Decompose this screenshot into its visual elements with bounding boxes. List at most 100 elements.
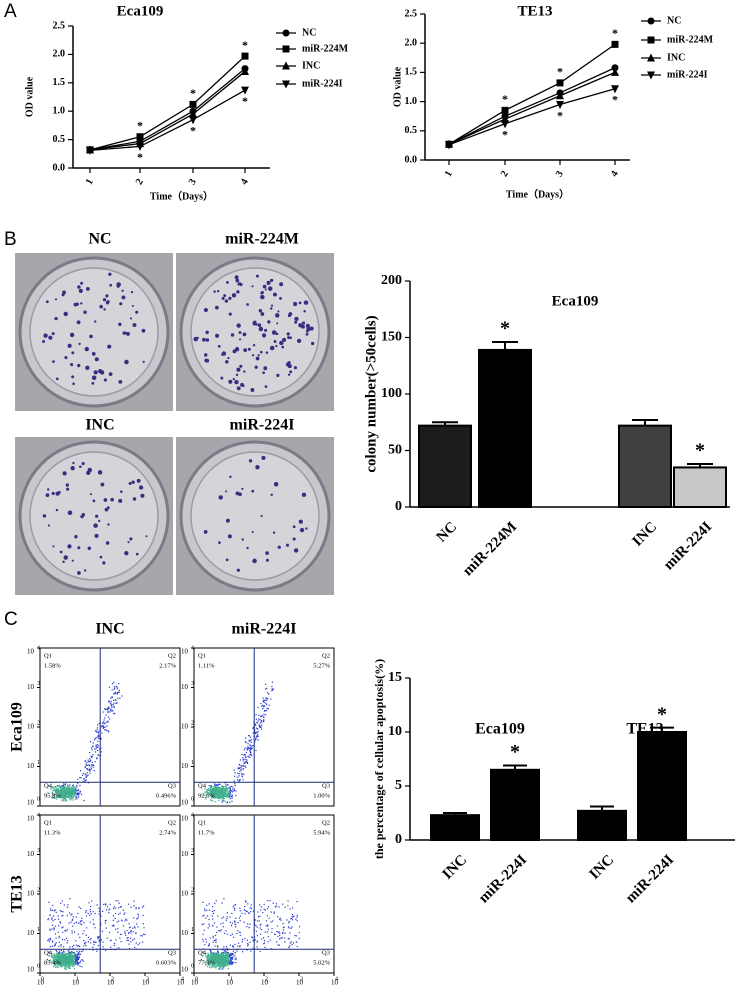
event-dot [79, 951, 80, 952]
event-dot [229, 964, 230, 965]
event-dot [275, 906, 276, 907]
colony [139, 485, 143, 489]
event-dot [292, 914, 293, 915]
axis-exponent: 3 [300, 976, 303, 982]
event-dot [255, 739, 256, 740]
event-dot [55, 926, 56, 927]
colony [303, 310, 305, 312]
event-dot [214, 903, 215, 904]
event-dot [217, 945, 218, 946]
event-dot [206, 956, 207, 957]
event-dot [260, 909, 261, 910]
event-dot [299, 926, 300, 927]
event-dot [69, 966, 70, 967]
colony [236, 368, 240, 372]
event-dot [208, 785, 209, 786]
event-dot [248, 747, 249, 748]
y-tick-label: 0.0 [53, 162, 66, 173]
event-dot [72, 960, 73, 961]
colony [80, 302, 82, 304]
event-dot [76, 951, 77, 952]
event-dot [236, 950, 237, 951]
event-dot [58, 946, 59, 947]
quadrant-name: Q1 [44, 652, 52, 659]
event-dot [223, 966, 224, 967]
event-dot [78, 962, 79, 963]
event-dot [102, 722, 103, 723]
colony [261, 515, 263, 517]
colony [131, 481, 134, 484]
axis-base: 10 [27, 762, 35, 770]
event-dot [72, 962, 73, 963]
event-dot [215, 797, 216, 798]
event-dot [244, 749, 245, 750]
colony [129, 537, 132, 540]
event-dot [59, 785, 60, 786]
colony [109, 372, 113, 376]
event-dot [263, 714, 264, 715]
event-dot [104, 719, 105, 720]
column-label: INC [95, 621, 124, 638]
event-dot [291, 941, 292, 942]
event-dot [86, 762, 87, 763]
event-dot [119, 913, 120, 914]
event-dot [108, 700, 109, 701]
event-dot [203, 923, 204, 924]
colony [54, 317, 57, 320]
event-dot [215, 801, 216, 802]
colony [243, 348, 247, 352]
event-dot [234, 905, 235, 906]
event-dot [202, 924, 203, 925]
event-dot [227, 912, 228, 913]
colony [289, 312, 293, 316]
event-dot [226, 785, 227, 786]
colony [279, 282, 283, 286]
event-dot [222, 800, 223, 801]
y-axis-label: the percentage of cellular apoptosis(%) [372, 659, 386, 859]
colony [86, 471, 90, 475]
event-dot [291, 918, 292, 919]
event-dot [285, 907, 286, 908]
event-dot [221, 954, 222, 955]
colony [249, 459, 252, 462]
colony [93, 523, 98, 528]
event-dot [214, 956, 215, 957]
colony [98, 470, 103, 475]
event-dot [67, 959, 68, 960]
y-tick-label: 10 [388, 724, 402, 739]
event-dot [228, 794, 229, 795]
event-dot [256, 719, 257, 720]
chart-title: Eca109 [552, 293, 599, 309]
event-dot [217, 946, 218, 947]
event-dot [226, 920, 227, 921]
event-dot [62, 952, 63, 953]
event-dot [96, 951, 97, 952]
event-dot [56, 789, 57, 790]
colony [129, 482, 132, 485]
event-dot [57, 788, 58, 789]
axis-exponent: 0 [41, 976, 44, 982]
event-dot [247, 923, 248, 924]
event-dot [64, 951, 65, 952]
event-dot [109, 702, 110, 703]
event-dot [217, 965, 218, 966]
quadrant-name: Q3 [168, 949, 176, 956]
event-dot [223, 926, 224, 927]
event-dot [276, 931, 277, 932]
event-dot [245, 900, 246, 901]
event-dot [84, 760, 85, 761]
event-dot [62, 958, 63, 959]
event-dot [62, 911, 63, 912]
colony [68, 344, 72, 348]
event-dot [75, 964, 76, 965]
event-dot [85, 764, 86, 765]
event-dot [224, 933, 225, 934]
event-dot [250, 748, 251, 749]
event-dot [216, 960, 217, 961]
event-dot [80, 954, 81, 955]
event-dot [89, 752, 90, 753]
event-dot [78, 796, 79, 797]
event-dot [74, 794, 75, 795]
event-dot [97, 729, 98, 730]
event-dot [265, 714, 266, 715]
